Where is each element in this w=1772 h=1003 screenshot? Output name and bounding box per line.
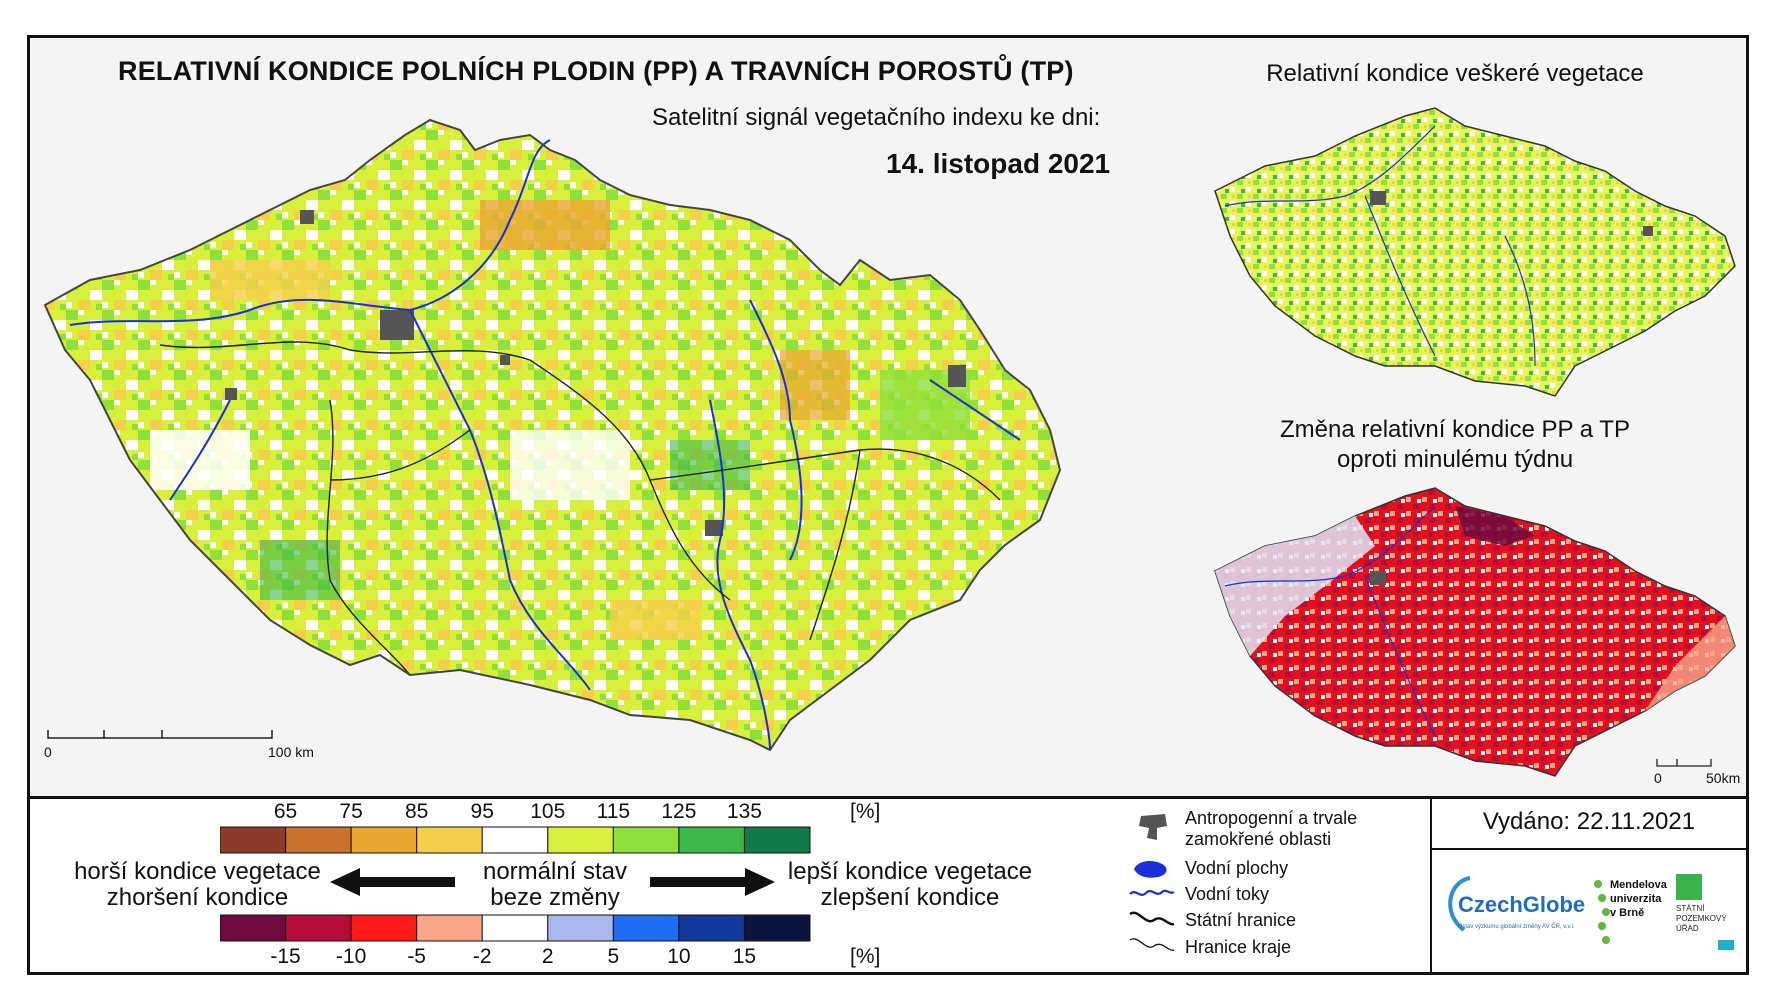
spu-line1: STÁTNÍ bbox=[1676, 904, 1705, 913]
spu-logo: STÁTNÍ POZEMKOVÝ ÚŘAD bbox=[1672, 874, 1742, 964]
scale-tick-label: 75 bbox=[339, 800, 363, 823]
color-scale-cell bbox=[220, 914, 287, 942]
main-condition-map bbox=[43, 118, 1062, 752]
subtitle: Satelitní signál vegetačního indexu ke d… bbox=[652, 104, 1101, 131]
color-scale-cell bbox=[481, 826, 549, 854]
spu-accent-icon bbox=[1718, 940, 1734, 950]
spu-text: STÁTNÍ POZEMKOVÝ ÚŘAD bbox=[1676, 904, 1727, 934]
main-scale-start: 0 bbox=[44, 744, 52, 760]
scale-tick-label: 125 bbox=[661, 800, 697, 823]
small-scale-start: 0 bbox=[1654, 770, 1662, 786]
main-scale-end: 100 km bbox=[268, 744, 314, 760]
worse-line2: zhoršení kondice bbox=[106, 884, 289, 911]
czechglobe-name: CzechGlobe bbox=[1458, 892, 1586, 917]
color-scale-cell bbox=[678, 826, 745, 854]
spu-line2: POZEMKOVÝ bbox=[1676, 914, 1727, 923]
color-scale-cell bbox=[416, 826, 483, 854]
normal-line2: beze změny bbox=[490, 884, 620, 911]
legend-divider bbox=[1430, 798, 1432, 974]
color-scale-cell bbox=[743, 826, 811, 854]
region-border-icon bbox=[1129, 938, 1175, 951]
condition-ticks: 65 75 85 95 105 115 125 135 bbox=[220, 800, 890, 826]
better-line1: lepší kondice vegetace bbox=[787, 858, 1033, 885]
color-scale-cell bbox=[743, 914, 811, 942]
color-scale-cell bbox=[220, 826, 287, 854]
scale-tick-label: 65 bbox=[273, 800, 298, 823]
color-scale-cell bbox=[481, 914, 549, 942]
legend-water-body: Vodní plochy bbox=[1185, 858, 1289, 878]
better-label: lepší kondice vegetace zlepšení kondice bbox=[775, 859, 1045, 911]
scale-tick-label: 2 bbox=[541, 945, 554, 968]
river-icon bbox=[1129, 889, 1175, 896]
normal-line1: normální stav bbox=[482, 858, 628, 885]
spu-square-icon bbox=[1676, 874, 1702, 900]
water-body-icon bbox=[1134, 861, 1167, 878]
vegetation-map-title: Relativní kondice veškeré vegetace bbox=[1266, 60, 1644, 87]
czechglobe-logo: CzechGlobe Ústav výzkumu globální změny … bbox=[1440, 872, 1590, 962]
color-scale-cell bbox=[547, 826, 614, 854]
scale-tick-label: -15 bbox=[270, 945, 301, 968]
change-ticks: -15 -10 -5 -2 2 5 10 15 bbox=[220, 945, 890, 971]
mendelu-line2: univerzita bbox=[1610, 893, 1662, 905]
mendelu-text: Mendelova univerzita v Brně bbox=[1610, 878, 1667, 920]
legend-river: Vodní toky bbox=[1185, 884, 1270, 904]
scale-tick-label: 105 bbox=[530, 800, 566, 823]
color-scale-cell bbox=[612, 914, 680, 942]
scale-tick-label: -10 bbox=[335, 945, 367, 968]
color-scale-cell bbox=[285, 914, 352, 942]
mendelu-line1: Mendelova bbox=[1610, 879, 1667, 891]
normal-label: normální stav beze změny bbox=[455, 859, 655, 911]
condition-unit: [%] bbox=[850, 800, 881, 823]
color-scale-cell bbox=[285, 826, 352, 854]
state-border-icon bbox=[1129, 911, 1175, 926]
legend-panel bbox=[27, 796, 1749, 975]
main-scale-bar bbox=[47, 730, 273, 739]
mendelu-line3: v Brně bbox=[1610, 907, 1645, 919]
mendelu-logo: Mendelova univerzita v Brně bbox=[1592, 878, 1672, 958]
color-scale-cell bbox=[350, 826, 418, 854]
change-map-title-2: oproti minulému týdnu bbox=[1336, 446, 1574, 473]
spu-line3: ÚŘAD bbox=[1676, 924, 1699, 933]
change-color-scale bbox=[220, 914, 811, 942]
color-scale-cell bbox=[612, 826, 680, 854]
scale-tick-label: 15 bbox=[732, 945, 757, 968]
small-scale-bar bbox=[1656, 759, 1712, 767]
urban-area-icon bbox=[1139, 814, 1167, 840]
better-line2: zlepšení kondice bbox=[820, 884, 1000, 911]
color-scale-cell bbox=[350, 914, 418, 942]
legend-urban: Antropogenní a trvale zamokřené oblasti bbox=[1185, 808, 1357, 850]
right-arrow-icon bbox=[650, 868, 775, 896]
scale-tick-label: 95 bbox=[470, 800, 494, 823]
scale-tick-label: -5 bbox=[407, 945, 426, 968]
czechglobe-arc-icon bbox=[1448, 876, 1471, 932]
scale-tick-label: 135 bbox=[726, 800, 762, 823]
change-condition-map bbox=[1214, 487, 1736, 777]
condition-color-scale bbox=[220, 826, 811, 854]
vegetation-condition-map bbox=[1214, 107, 1736, 397]
color-scale-cell bbox=[678, 914, 745, 942]
small-scale-end: 50km bbox=[1706, 770, 1741, 786]
worse-line1: horší kondice vegetace bbox=[74, 858, 321, 885]
scale-tick-label: -2 bbox=[472, 945, 492, 968]
legend-state-border: Státní hranice bbox=[1185, 910, 1297, 930]
legend-urban-line1: Antropogenní a trvale bbox=[1185, 808, 1358, 828]
scale-tick-label: 10 bbox=[667, 945, 691, 968]
page-title: RELATIVNÍ KONDICE POLNÍCH PLODIN (PP) A … bbox=[118, 56, 1074, 86]
czechglobe-subtitle: Ústav výzkumu globální změny AV ČR, v.v.… bbox=[1458, 924, 1575, 930]
issued-date: Vydáno: 22.11.2021 bbox=[1482, 808, 1696, 835]
date-label: 14. listopad 2021 bbox=[886, 148, 1111, 179]
issued-divider bbox=[1430, 848, 1748, 850]
scale-tick-label: 115 bbox=[596, 800, 631, 823]
change-map-title-1: Změna relativní kondice PP a TP bbox=[1280, 416, 1630, 443]
legend-urban-line2: zamokřené oblasti bbox=[1185, 829, 1332, 849]
legend-region-border: Hranice kraje bbox=[1185, 937, 1292, 957]
mendelu-dots-icon bbox=[1594, 880, 1610, 944]
change-unit: [%] bbox=[850, 945, 881, 968]
scale-tick-label: 85 bbox=[404, 800, 429, 823]
color-scale-cell bbox=[547, 914, 614, 942]
left-arrow-icon bbox=[330, 868, 455, 896]
worse-label: horší kondice vegetace zhoršení kondice bbox=[60, 859, 335, 911]
scale-tick-label: 5 bbox=[607, 945, 620, 968]
color-scale-cell bbox=[416, 914, 483, 942]
